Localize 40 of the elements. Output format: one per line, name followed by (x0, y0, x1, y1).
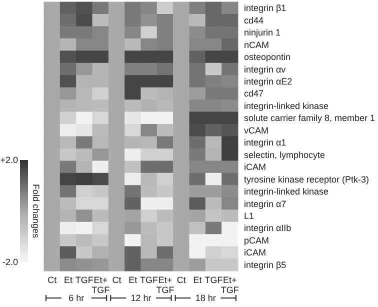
x-tick-label: Et (64, 275, 73, 285)
x-tick-label: Et+ TGF (220, 275, 240, 295)
y-tick-label: tyrosine kinase receptor (Ptk-3) (244, 174, 370, 184)
y-tick-label: vCAM (244, 125, 268, 136)
y-tick-label: osteopontin (244, 52, 291, 62)
y-tick-label: integrin αv (244, 64, 286, 74)
y-tick-label: cd47 (244, 88, 264, 99)
x-tick-label: Ct (48, 275, 58, 285)
text: 18 hr (195, 293, 216, 303)
x-tick-label: TGF (140, 275, 159, 285)
text: 6 hr (68, 293, 84, 303)
y-tick-label: ninjurin 1 (244, 28, 280, 38)
x-tick-label: TGF (204, 275, 224, 285)
y-tick-label: integrin-linked kinase (244, 100, 329, 111)
x-tick-label: Ct (176, 275, 186, 285)
y-tick-label: solute carrier family 8, member 1 (244, 113, 376, 124)
y-tick-label: nCAM (244, 40, 269, 50)
color-bar-label: +2.0 (0, 155, 18, 165)
y-tick-label: pCAM (244, 235, 269, 246)
y-tick-label: selectin, lymphocyte (244, 150, 326, 160)
y-tick-label: iCAM (244, 162, 266, 172)
y-tick-label: cd44 (244, 15, 264, 26)
x-tick-label: Et (128, 275, 138, 285)
x-tick-label: Et+ TGF (92, 275, 110, 295)
y-tick-label: integrin α1 (244, 138, 286, 148)
y-tick-label: integrin αIIb (244, 223, 292, 234)
color-bar-title: Fold changes (31, 184, 41, 239)
x-tick-label: Et+ TGF (156, 275, 175, 295)
y-tick-label: L1 (244, 210, 254, 221)
y-tick-label: iCAM (244, 248, 266, 258)
y-tick-label: integrin-linked kinase (244, 186, 329, 197)
y-tick-label: integrin α7 (244, 198, 286, 209)
x-tick-label: TGF (75, 275, 94, 285)
y-tick-label: integrin β1 (244, 3, 286, 14)
color-bar-label: -2.0 (2, 257, 18, 267)
y-tick-label: integrin β5 (244, 260, 286, 270)
y-tick-label: integrin αE2 (244, 76, 292, 86)
x-tick-label: Et (193, 275, 202, 285)
text: 12 hr (130, 293, 152, 303)
x-tick-label: Ct (112, 275, 122, 285)
